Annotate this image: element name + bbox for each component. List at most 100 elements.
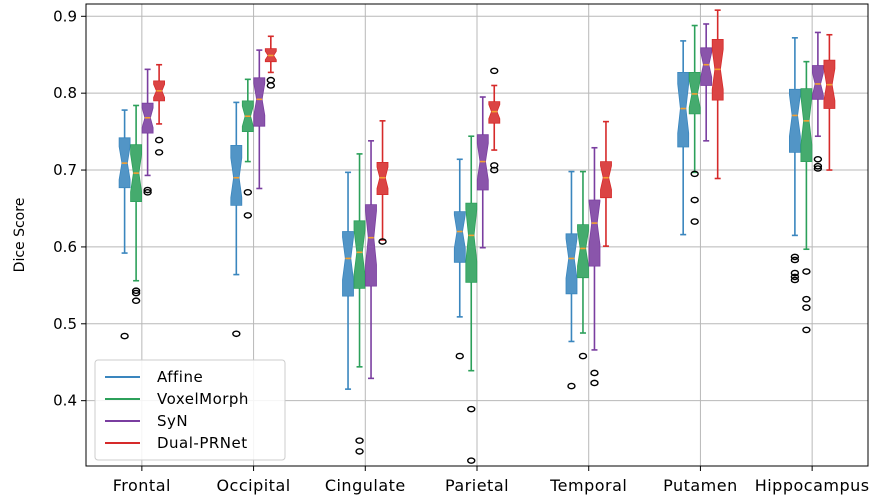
outlier-point [232, 330, 241, 338]
outlier-point [243, 212, 253, 219]
box-cingulate [365, 140, 377, 380]
box-hippocampus [812, 31, 824, 172]
outlier-point [467, 457, 476, 464]
outlier-point [802, 326, 811, 334]
category-label-frontal: Frontal [113, 476, 171, 495]
box-frontal [153, 63, 166, 156]
category-label-occipital: Occipital [216, 476, 290, 495]
box-body [588, 199, 601, 267]
box-occipital [264, 35, 277, 89]
outlier-point [790, 269, 800, 277]
outlier-point [266, 82, 276, 89]
outlier-point [813, 155, 823, 163]
box-body [600, 161, 612, 199]
box-body [465, 202, 478, 283]
box-putamen [700, 23, 713, 142]
outlier-point [154, 136, 164, 144]
box-hippocampus [789, 37, 801, 284]
y-axis-ticks: 0.4 0.5 0.6 0.7 0.8 0.9 [53, 7, 86, 410]
box-putamen [677, 40, 690, 236]
box-hippocampus [823, 33, 836, 171]
box-occipital [230, 101, 243, 338]
outlier-point [590, 369, 599, 377]
box-body [342, 231, 354, 297]
box-series [118, 9, 836, 464]
legend-label-voxelmorph: VoxelMorph [157, 390, 249, 408]
box-body [365, 204, 377, 287]
legend: Affine VoxelMorph SyN Dual-PRNet [94, 359, 286, 461]
outlier-point [131, 287, 141, 295]
legend-label-affine: Affine [157, 368, 203, 386]
y-tick-label: 0.8 [53, 84, 77, 102]
legend-box [94, 359, 286, 461]
outlier-point [802, 295, 811, 303]
outlier-point [378, 238, 387, 245]
outlier-point [120, 332, 129, 340]
outlier-point [355, 437, 364, 444]
category-label-putamen: Putamen [663, 476, 738, 495]
box-temporal [588, 146, 601, 387]
outlier-point [567, 382, 576, 390]
x-axis-ticks: Frontal Occipital Cingulate Parietal Tempora… [113, 466, 870, 495]
category-label-cingulate: Cingulate [325, 476, 406, 495]
series-voxelmorph [130, 24, 813, 464]
box-body [253, 77, 266, 127]
box-putamen [688, 24, 701, 225]
box-frontal [141, 68, 154, 196]
outlier-point [690, 218, 699, 225]
outlier-point [802, 268, 811, 275]
box-cingulate [376, 120, 389, 245]
series-syn [141, 23, 824, 387]
box-body [577, 224, 589, 279]
category-label-parietal: Parietal [445, 476, 509, 495]
series-affine [118, 37, 801, 390]
box-body [677, 72, 690, 148]
outlier-point [813, 165, 823, 172]
outlier-point [355, 448, 364, 455]
box-parietal [476, 96, 489, 249]
box-body [230, 144, 243, 206]
box-putamen [711, 9, 724, 180]
outlier-point [455, 352, 464, 360]
outlier-point [790, 253, 800, 261]
outlier-point [802, 304, 811, 311]
box-frontal [130, 104, 143, 305]
box-body [353, 220, 366, 289]
box-temporal [600, 120, 612, 247]
box-occipital [253, 49, 266, 190]
outlier-point [143, 189, 152, 196]
y-tick-label: 0.4 [53, 392, 77, 410]
legend-label-dual-prnet: Dual-PRNet [157, 434, 248, 452]
box-temporal [565, 170, 578, 390]
outlier-point [131, 297, 141, 305]
box-body [789, 88, 801, 153]
outlier-point [143, 186, 152, 194]
outlier-point [154, 149, 164, 156]
outlier-point [813, 162, 823, 170]
category-label-hippocampus: Hippocampus [755, 476, 870, 495]
box-parietal [453, 158, 466, 360]
box-body [700, 47, 713, 86]
outlier-point [490, 67, 499, 75]
outlier-point [467, 405, 476, 413]
outlier-point [790, 276, 800, 284]
outlier-point [131, 289, 141, 297]
outlier-point [490, 166, 499, 174]
legend-label-syn: SyN [157, 412, 188, 430]
category-label-temporal: Temporal [549, 476, 627, 495]
y-axis-title: Dice Score [12, 198, 28, 273]
outlier-point [790, 256, 800, 264]
box-cingulate [342, 171, 354, 390]
outlier-point [578, 352, 588, 360]
box-body [812, 65, 824, 100]
y-tick-label: 0.7 [53, 161, 77, 179]
box-temporal [577, 170, 589, 360]
box-parietal [488, 67, 501, 174]
outlier-point [790, 273, 800, 281]
series-dual-prnet [153, 9, 836, 247]
box-body [565, 233, 578, 295]
box-parietal [465, 135, 478, 464]
box-occipital [241, 78, 254, 219]
box-frontal [118, 109, 131, 340]
